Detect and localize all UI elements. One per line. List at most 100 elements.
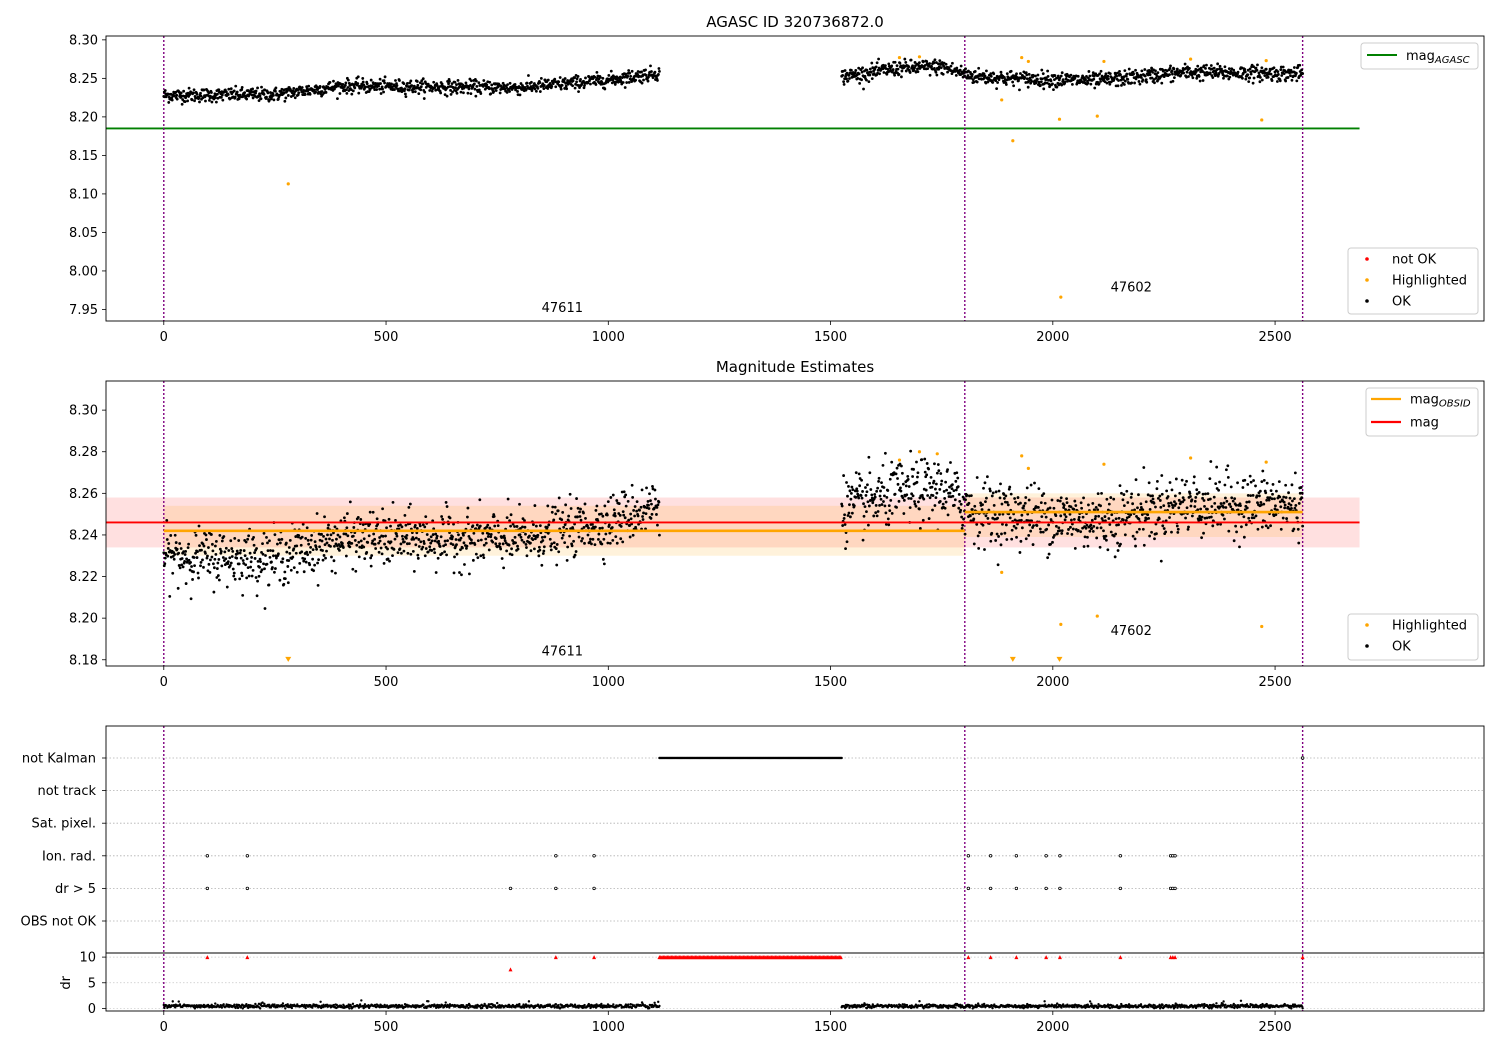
ok-point — [1088, 74, 1092, 78]
ok-point — [901, 496, 905, 500]
ok-point — [1295, 516, 1299, 520]
ok-point — [868, 73, 872, 77]
ok-point — [1003, 531, 1007, 535]
ok-point — [1224, 506, 1228, 509]
ok-point — [212, 590, 216, 594]
ok-point — [1004, 523, 1008, 527]
ok-point — [1057, 526, 1061, 530]
ok-point — [649, 64, 652, 68]
ok-point — [1035, 524, 1039, 527]
ok-point — [861, 538, 865, 542]
ok-point — [314, 90, 318, 94]
ok-point — [518, 533, 522, 537]
ok-point — [1262, 478, 1266, 482]
ok-point — [453, 555, 456, 559]
ok-point — [573, 76, 576, 80]
ok-point — [656, 503, 660, 507]
ok-point — [468, 572, 471, 576]
ok-point — [884, 522, 888, 526]
ok-point — [1099, 69, 1103, 73]
y-tick-label: 7.95 — [69, 303, 98, 318]
ok-point — [1019, 518, 1023, 522]
ok-point — [236, 551, 240, 555]
ok-point — [609, 69, 613, 73]
ok-point — [874, 511, 878, 515]
ok-point — [407, 88, 411, 92]
ok-point — [909, 58, 913, 62]
y-tick-label: 8.24 — [69, 528, 98, 543]
ok-point — [1134, 544, 1137, 548]
ok-point — [215, 567, 219, 570]
ok-point — [213, 544, 217, 548]
ok-point — [1063, 80, 1067, 84]
ok-point — [1296, 527, 1300, 531]
ok-point — [421, 82, 425, 86]
ok-point — [581, 537, 584, 540]
ok-point — [330, 569, 334, 573]
ok-point — [416, 83, 420, 87]
legend-box — [1360, 42, 1479, 70]
ok-point — [195, 556, 199, 559]
ok-point — [194, 551, 197, 555]
ok-point — [951, 494, 955, 498]
ok-point — [340, 541, 344, 545]
ok-point — [621, 540, 625, 544]
ok-point — [1158, 499, 1162, 502]
ok-point — [502, 566, 506, 570]
ok-point — [190, 98, 194, 102]
ok-point — [509, 524, 512, 528]
ok-point — [1236, 481, 1239, 485]
ok-point — [991, 491, 995, 495]
ok-point — [199, 564, 202, 568]
ok-point — [351, 567, 355, 571]
dr-ok-point — [239, 1006, 243, 1009]
ok-point — [431, 519, 435, 523]
ok-point — [344, 532, 348, 536]
ok-point — [1097, 514, 1101, 518]
ok-point — [1058, 499, 1062, 503]
ok-point — [414, 543, 418, 547]
ok-point — [1171, 503, 1174, 507]
ok-point — [1106, 74, 1110, 78]
ok-point — [292, 87, 296, 90]
ok-point — [1245, 500, 1249, 504]
ok-point — [651, 485, 654, 488]
ok-point — [847, 511, 851, 515]
ok-point — [641, 515, 644, 518]
ok-point — [265, 562, 269, 566]
ok-point — [1194, 70, 1198, 73]
ok-point — [626, 499, 630, 503]
ok-point — [318, 84, 322, 88]
ok-point — [525, 546, 528, 549]
ok-point — [1123, 522, 1127, 526]
ok-point — [415, 80, 419, 83]
ok-point — [557, 80, 561, 84]
ok-point — [1223, 483, 1227, 487]
y-tick-label: 8.30 — [69, 33, 98, 48]
ok-point — [1255, 68, 1259, 72]
ok-point — [967, 501, 971, 505]
ok-point — [395, 84, 399, 87]
ok-point — [562, 79, 566, 83]
ok-point — [1258, 75, 1262, 79]
ok-point — [485, 83, 489, 87]
ok-point — [243, 91, 247, 95]
ok-point — [899, 489, 903, 493]
ok-point — [1190, 498, 1194, 502]
ok-point — [1156, 71, 1160, 75]
ok-point — [1000, 502, 1004, 506]
ok-point — [611, 538, 615, 542]
ok-point — [898, 462, 902, 466]
ok-point — [542, 84, 546, 87]
ok-point — [861, 66, 864, 70]
ok-point — [1254, 66, 1258, 70]
dr-ok-point — [444, 1001, 447, 1004]
ok-point — [213, 96, 217, 100]
x-tick-label: 0 — [160, 330, 168, 345]
ok-point — [1052, 88, 1055, 92]
ok-point — [1138, 82, 1142, 86]
ok-point — [1283, 506, 1287, 510]
ok-point — [881, 463, 885, 467]
ok-point — [578, 86, 581, 90]
